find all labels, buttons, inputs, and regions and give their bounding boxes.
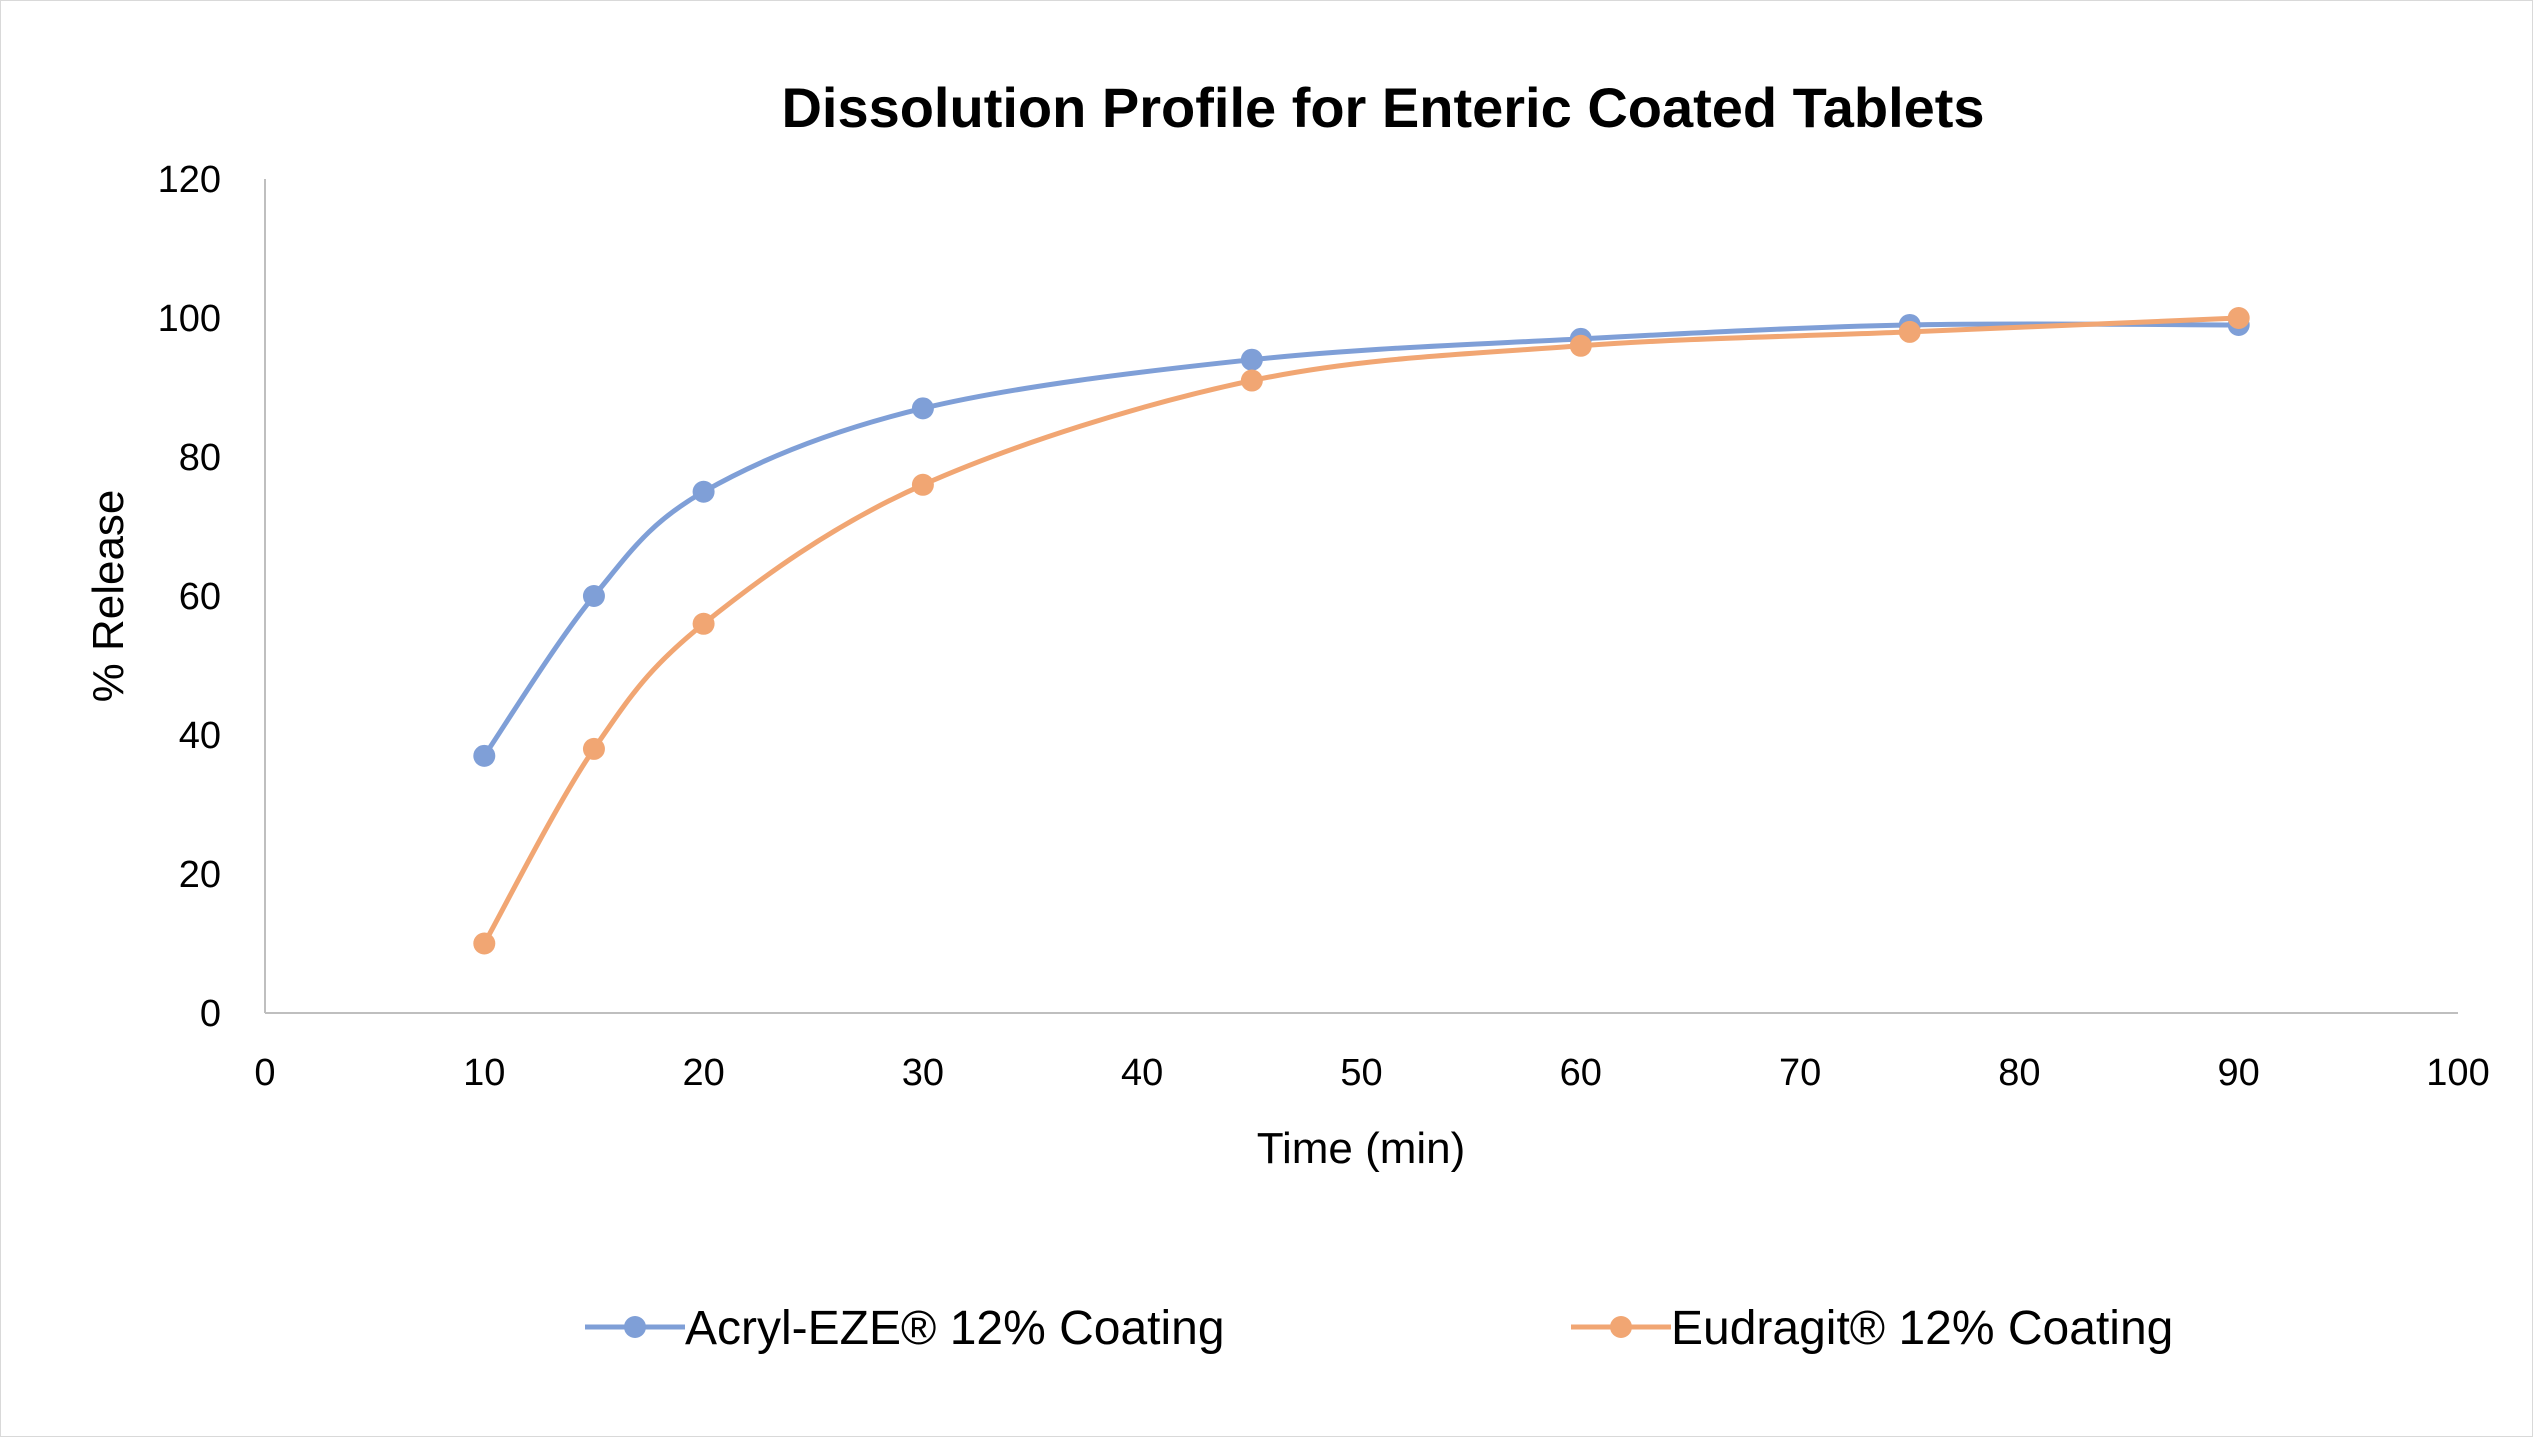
y-tick-label: 60	[179, 576, 221, 618]
series-layer	[473, 307, 2250, 955]
x-tick-label: 90	[2218, 1052, 2260, 1094]
series-1	[473, 313, 2250, 767]
y-tick-label: 20	[179, 854, 221, 896]
axes: 0 20 40 60 80 100 120 0 10 20 30 40 50 60 70 80 90 100	[158, 159, 2490, 1094]
y-tick-label: 120	[158, 159, 221, 201]
data-point	[473, 932, 496, 955]
x-tick-label: 0	[254, 1052, 275, 1094]
x-tick-label: 100	[2426, 1052, 2489, 1094]
legend: Acryl-EZE® 12% Coating Eudragit® 12% Coat…	[585, 1302, 2173, 1355]
data-point	[911, 473, 934, 496]
data-point	[582, 585, 605, 607]
x-tick-label: 50	[1340, 1052, 1382, 1094]
legend-item-1: Acryl-EZE® 12% Coating	[585, 1302, 1225, 1355]
data-point	[692, 480, 715, 503]
data-point	[2227, 307, 2250, 329]
x-tick-label: 20	[682, 1052, 724, 1094]
legend-marker	[624, 1316, 646, 1338]
data-point	[582, 737, 605, 760]
y-tick-label: 100	[158, 298, 221, 340]
y-tick-label: 80	[179, 437, 221, 479]
data-point	[911, 397, 934, 420]
x-axis-label: Time (min)	[1257, 1124, 1466, 1173]
data-point	[1569, 334, 1592, 357]
series-line-1	[482, 321, 2239, 758]
data-point	[473, 744, 496, 767]
data-point	[1240, 348, 1263, 371]
x-tick-label: 80	[1998, 1052, 2040, 1094]
y-tick-label: 0	[200, 993, 221, 1035]
x-tick-label: 60	[1560, 1052, 1602, 1094]
chart-title: Dissolution Profile for Enteric Coated T…	[781, 76, 1984, 139]
legend-label: Acryl-EZE® 12% Coating	[685, 1302, 1225, 1355]
x-tick-label: 30	[902, 1052, 944, 1094]
data-point	[1240, 369, 1263, 392]
legend-label: Eudragit® 12% Coating	[1671, 1302, 2173, 1355]
series-line-2	[482, 315, 2239, 945]
y-tick-label: 40	[179, 715, 221, 757]
y-axis-label: % Release	[84, 490, 133, 703]
data-point	[692, 612, 715, 635]
data-point	[1898, 320, 1921, 343]
legend-item-2: Eudragit® 12% Coating	[1571, 1302, 2173, 1355]
series-2	[473, 307, 2250, 955]
x-tick-label: 40	[1121, 1052, 1163, 1094]
x-tick-label: 70	[1779, 1052, 1821, 1094]
x-tick-label: 10	[463, 1052, 505, 1094]
legend-marker	[1610, 1316, 1632, 1338]
